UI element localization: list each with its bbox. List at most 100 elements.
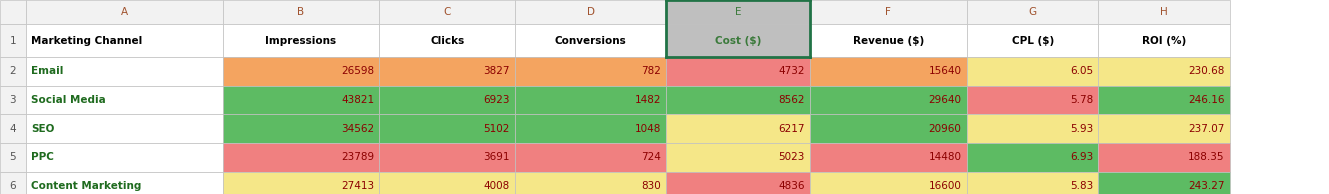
Text: 830: 830 xyxy=(642,181,661,191)
Text: 5: 5 xyxy=(9,152,16,162)
Bar xyxy=(666,172,809,194)
Text: 29640: 29640 xyxy=(929,95,961,105)
Bar xyxy=(27,143,222,172)
Bar xyxy=(27,57,222,86)
Text: 8562: 8562 xyxy=(779,95,804,105)
Text: Social Media: Social Media xyxy=(32,95,106,105)
Bar xyxy=(809,57,966,86)
Text: 43821: 43821 xyxy=(342,95,375,105)
Text: Email: Email xyxy=(32,66,64,76)
Bar xyxy=(666,143,809,172)
Text: G: G xyxy=(1029,7,1037,17)
Bar xyxy=(0,0,27,24)
Text: Content Marketing: Content Marketing xyxy=(32,181,142,191)
Bar xyxy=(0,24,27,57)
Bar xyxy=(222,24,380,57)
Bar xyxy=(222,172,380,194)
Text: 5023: 5023 xyxy=(779,152,804,162)
Bar xyxy=(514,0,666,24)
Bar xyxy=(380,114,514,143)
Text: F: F xyxy=(885,7,892,17)
Bar xyxy=(380,57,514,86)
Bar xyxy=(966,172,1098,194)
Text: 34562: 34562 xyxy=(342,124,375,134)
Text: 4008: 4008 xyxy=(484,181,509,191)
Text: Cost ($): Cost ($) xyxy=(715,36,762,46)
Bar xyxy=(27,172,222,194)
Bar xyxy=(380,24,514,57)
Text: 6.05: 6.05 xyxy=(1070,66,1092,76)
Text: 16600: 16600 xyxy=(929,181,961,191)
Text: 5.93: 5.93 xyxy=(1070,124,1092,134)
Text: 1482: 1482 xyxy=(635,95,661,105)
Text: 5.83: 5.83 xyxy=(1070,181,1092,191)
Bar xyxy=(0,86,27,114)
Text: Conversions: Conversions xyxy=(556,36,626,46)
Bar xyxy=(0,57,27,86)
Text: Impressions: Impressions xyxy=(266,36,336,46)
Text: Marketing Channel: Marketing Channel xyxy=(32,36,142,46)
Text: 2: 2 xyxy=(9,66,16,76)
Text: 237.07: 237.07 xyxy=(1188,124,1224,134)
Text: E: E xyxy=(735,7,742,17)
Bar xyxy=(514,24,666,57)
Text: 230.68: 230.68 xyxy=(1188,66,1224,76)
Bar xyxy=(966,143,1098,172)
Bar xyxy=(809,24,966,57)
Text: 14480: 14480 xyxy=(929,152,961,162)
Bar xyxy=(1098,114,1229,143)
Bar xyxy=(666,114,809,143)
Bar xyxy=(222,86,380,114)
Bar xyxy=(222,0,380,24)
Text: 1048: 1048 xyxy=(635,124,661,134)
Bar xyxy=(809,0,966,24)
Text: 188.35: 188.35 xyxy=(1188,152,1224,162)
Bar xyxy=(222,57,380,86)
Text: 1: 1 xyxy=(9,36,16,46)
Bar xyxy=(809,143,966,172)
Text: 26598: 26598 xyxy=(342,66,375,76)
Bar xyxy=(966,86,1098,114)
Bar xyxy=(666,57,809,86)
Bar xyxy=(0,172,27,194)
Bar xyxy=(966,24,1098,57)
Bar xyxy=(27,114,222,143)
Bar xyxy=(1098,172,1229,194)
Bar xyxy=(27,0,222,24)
Text: B: B xyxy=(298,7,304,17)
Bar xyxy=(514,143,666,172)
Text: SEO: SEO xyxy=(32,124,54,134)
Bar xyxy=(1098,143,1229,172)
Bar xyxy=(809,86,966,114)
Text: 6.93: 6.93 xyxy=(1070,152,1092,162)
Bar xyxy=(1098,57,1229,86)
Bar xyxy=(0,143,27,172)
Bar xyxy=(1098,86,1229,114)
Bar xyxy=(222,114,380,143)
Text: PPC: PPC xyxy=(32,152,54,162)
Bar xyxy=(27,86,222,114)
Text: 782: 782 xyxy=(642,66,661,76)
Bar xyxy=(514,114,666,143)
Text: CPL ($): CPL ($) xyxy=(1011,36,1054,46)
Bar xyxy=(1098,0,1229,24)
Text: 6217: 6217 xyxy=(779,124,804,134)
Text: 6923: 6923 xyxy=(484,95,509,105)
Bar xyxy=(380,143,514,172)
Text: 3: 3 xyxy=(9,95,16,105)
Text: 27413: 27413 xyxy=(342,181,375,191)
Text: H: H xyxy=(1160,7,1168,17)
Text: ROI (%): ROI (%) xyxy=(1142,36,1187,46)
Bar xyxy=(514,57,666,86)
Bar xyxy=(966,0,1098,24)
Text: 724: 724 xyxy=(642,152,661,162)
Bar xyxy=(666,86,809,114)
Bar xyxy=(27,24,222,57)
Text: 243.27: 243.27 xyxy=(1188,181,1224,191)
Bar xyxy=(1098,24,1229,57)
Text: D: D xyxy=(586,7,595,17)
Text: 4836: 4836 xyxy=(779,181,804,191)
Text: Clicks: Clicks xyxy=(431,36,464,46)
Bar xyxy=(966,114,1098,143)
Bar xyxy=(380,86,514,114)
